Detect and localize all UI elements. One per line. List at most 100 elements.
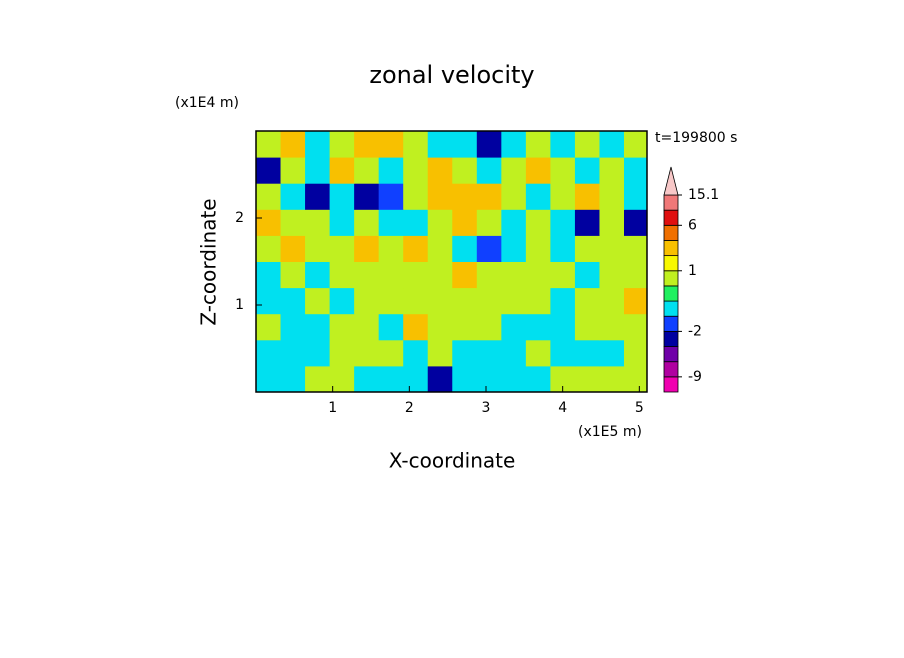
field-cell [476,235,502,262]
x-tick-label: 5 [635,400,644,416]
field-cell [378,365,404,393]
field-cell [280,287,306,315]
field-cell [525,131,551,158]
field-cell [329,235,355,262]
field-cell [354,209,380,236]
field-cell [452,365,478,393]
field-cell [329,365,355,393]
field-cell [501,183,527,210]
x-tick-label: 2 [405,400,414,416]
field-cell [574,183,600,210]
field-cell [427,339,453,367]
field-cell [599,209,625,236]
field-cell [550,157,576,184]
field-cell [574,365,600,393]
field-cell [599,313,625,341]
field-cell [403,287,429,315]
field-cell [550,183,576,210]
field-cell [354,365,380,393]
y-tick-label: 2 [235,210,244,226]
field-cell [403,157,429,184]
chart-title: zonal velocity [369,61,534,89]
field-cell [378,157,404,184]
field-cell [501,261,527,289]
y-axis-label: Z-coordinate [197,198,221,325]
colorbar-box [663,300,679,317]
field-cell [403,209,429,236]
field-cell [525,235,551,262]
field-cell [574,235,600,262]
field-cell [305,183,331,210]
field-cell [599,131,625,158]
field-cell [525,261,551,289]
field-cell [501,157,527,184]
y-tick-label: 1 [235,297,244,313]
field-cell [550,235,576,262]
field-cell [305,339,331,367]
colorbar-tick-label: 6 [688,217,697,233]
field-cell [354,183,380,210]
field-cell [525,365,551,393]
field-cell [427,157,453,184]
field-cell [280,339,306,367]
field-cell [476,365,502,393]
field-cell [501,235,527,262]
field-cell [354,157,380,184]
field-cell [599,287,625,315]
field-cell [427,287,453,315]
field-cell [403,313,429,341]
colorbar-box [663,194,679,211]
field-cell [256,235,282,262]
field-cell [501,339,527,367]
field-cell [378,183,404,210]
field-cell [624,235,648,262]
field-cell [501,287,527,315]
field-cell [403,339,429,367]
x-tick-label: 3 [482,400,491,416]
field-cell [427,183,453,210]
colorbar-box [663,240,679,257]
field-cell [305,209,331,236]
field-cell [525,287,551,315]
field-cell [550,339,576,367]
colorbar-triangle [663,166,679,196]
field-cell [329,287,355,315]
field-cell [624,183,648,210]
field-cell [550,131,576,158]
field-cell [476,209,502,236]
field-cell [476,157,502,184]
field-cell [525,209,551,236]
field-cell [280,131,306,158]
field-cell [354,261,380,289]
field-cell [550,287,576,315]
field-cell [452,183,478,210]
field-cell [329,339,355,367]
colorbar-tick-label: 15.1 [688,187,719,203]
field-cell [403,131,429,158]
field-cell [574,209,600,236]
field-cell [280,235,306,262]
colorbar-box [663,361,679,378]
field-cell [378,261,404,289]
field-cell [403,235,429,262]
colorbar-box [663,330,679,347]
colorbar-box [663,376,679,393]
field-cell [574,287,600,315]
field-cell [525,339,551,367]
field-cell [476,261,502,289]
field-cell [378,313,404,341]
y-unit: (x1E4 m) [175,95,239,111]
field-cell [378,339,404,367]
field-cell [452,313,478,341]
field-cell [403,365,429,393]
field-cell [378,235,404,262]
field-cell [550,261,576,289]
field-cell [256,183,282,210]
field-cell [305,287,331,315]
field-cell [354,313,380,341]
field-cell [305,261,331,289]
x-tick-label: 1 [328,400,337,416]
colorbar-box [663,270,679,287]
field-cell [599,339,625,367]
